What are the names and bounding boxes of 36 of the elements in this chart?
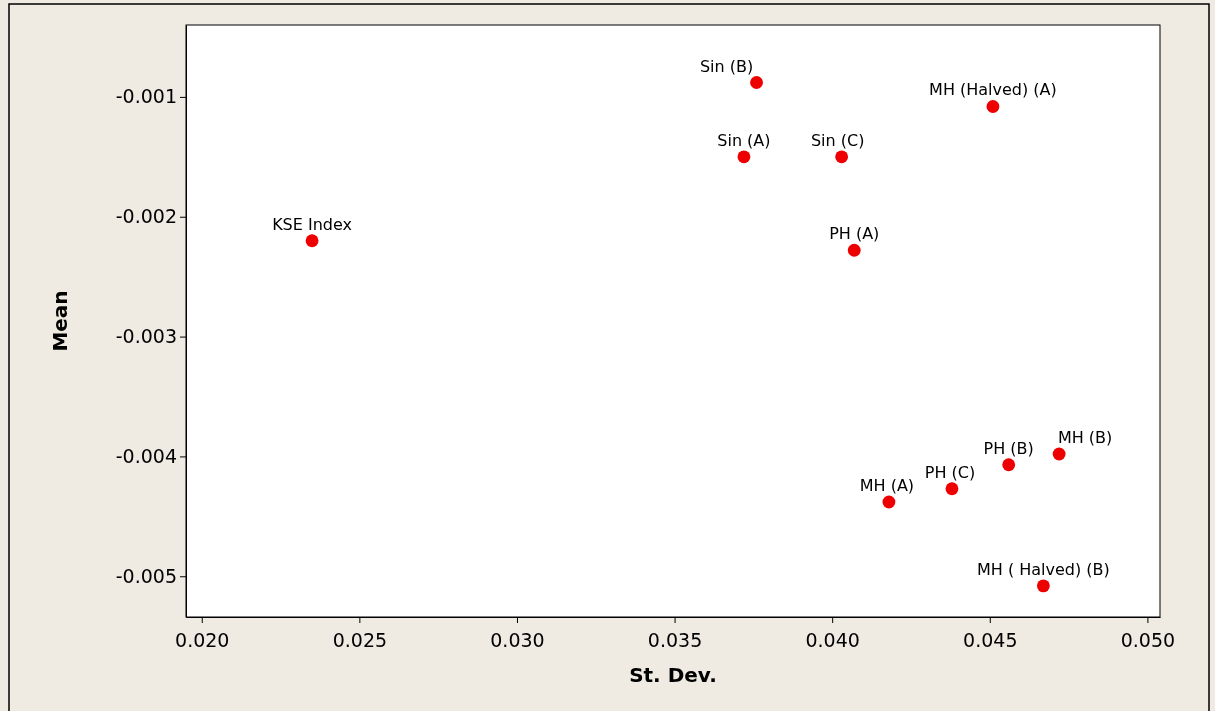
y-tick-label: -0.001 — [115, 85, 177, 108]
point — [737, 150, 751, 164]
annotation: Sin (A) — [717, 130, 771, 150]
annotation: PH (C) — [924, 462, 976, 482]
y-tick-label: -0.004 — [115, 445, 177, 467]
point — [945, 482, 959, 496]
annotation: MH (Halved) (A) — [929, 80, 1057, 100]
y-tick-label: -0.002 — [115, 205, 177, 228]
annotation: Sin (C) — [810, 130, 865, 150]
annotation: MH ( Halved) (B) — [976, 559, 1110, 579]
x-tick-label: 0.035 — [647, 628, 703, 651]
x-tick-label: 0.040 — [805, 628, 860, 651]
annotation: KSE Index — [272, 214, 353, 234]
point — [835, 150, 849, 164]
point — [1052, 447, 1066, 461]
point — [1002, 458, 1016, 472]
point — [1036, 579, 1050, 593]
y-tick-label: -0.005 — [115, 564, 177, 587]
point — [847, 243, 861, 257]
annotation: MH (A) — [859, 475, 915, 495]
point — [882, 495, 896, 509]
x-tick-label: 0.020 — [175, 628, 230, 651]
annotation: MH (B) — [1057, 428, 1113, 448]
x-tick-label: 0.050 — [1120, 628, 1176, 651]
y-tick-label: -0.003 — [115, 325, 177, 348]
x-tick-label: 0.030 — [490, 628, 545, 651]
x-tick-label: 0.025 — [332, 628, 388, 651]
x-tick-label: 0.045 — [963, 628, 1018, 651]
point — [986, 100, 1000, 113]
x-axis-title: St. Dev. — [629, 663, 717, 687]
annotation: PH (A) — [829, 224, 880, 244]
y-axis-title: Mean — [48, 290, 72, 352]
point — [750, 76, 763, 89]
annotation: PH (B) — [983, 438, 1034, 458]
point — [305, 234, 319, 248]
annotation: Sin (B) — [699, 56, 754, 76]
